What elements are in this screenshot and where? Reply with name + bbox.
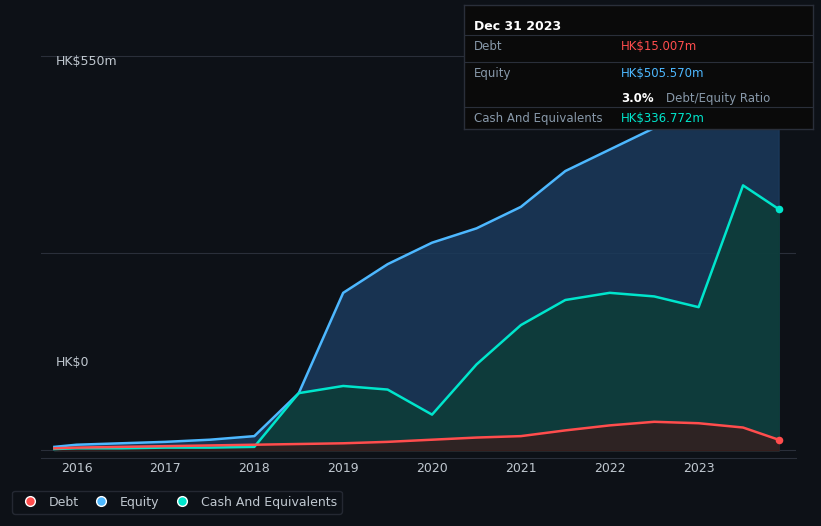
Text: HK$336.772m: HK$336.772m [621, 112, 704, 125]
Text: Dec 31 2023: Dec 31 2023 [475, 20, 562, 33]
Text: Equity: Equity [475, 67, 511, 80]
Legend: Debt, Equity, Cash And Equivalents: Debt, Equity, Cash And Equivalents [12, 491, 342, 514]
Text: HK$15.007m: HK$15.007m [621, 40, 697, 53]
Point [772, 436, 785, 444]
Text: Cash And Equivalents: Cash And Equivalents [475, 112, 603, 125]
Point [772, 85, 785, 93]
Text: HK$0: HK$0 [56, 356, 89, 369]
Point [772, 205, 785, 213]
Text: HK$505.570m: HK$505.570m [621, 67, 704, 80]
Text: Debt/Equity Ratio: Debt/Equity Ratio [667, 92, 770, 105]
Text: Debt: Debt [475, 40, 503, 53]
Text: 3.0%: 3.0% [621, 92, 654, 105]
Text: HK$550m: HK$550m [56, 55, 117, 67]
